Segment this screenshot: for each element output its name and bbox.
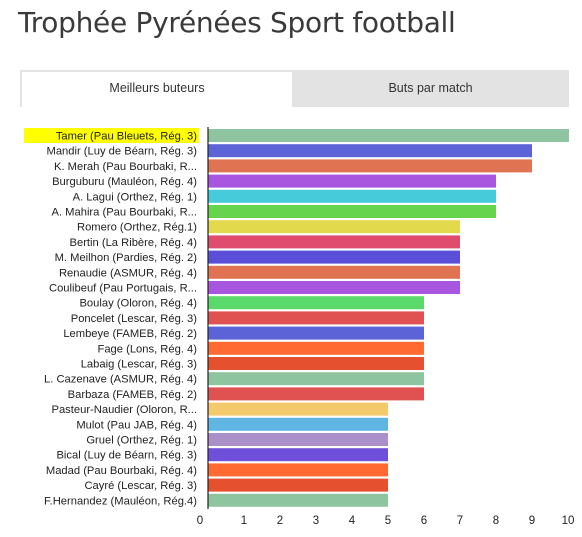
x-tick-label: 5 — [385, 515, 391, 527]
category-label: Mulot (Pau JAB, Rég. 4) — [76, 419, 197, 431]
category-label: Lembeye (FAMEB, Rég. 2) — [63, 328, 197, 340]
page-title: Trophée Pyrénées Sport football — [18, 6, 456, 39]
bar[interactable] — [208, 250, 460, 264]
x-tick-label: 7 — [457, 515, 463, 527]
bar[interactable] — [208, 387, 424, 401]
bar[interactable] — [208, 265, 460, 279]
bar[interactable] — [208, 326, 424, 340]
tab-buts-par-match[interactable]: Buts par match — [388, 81, 473, 95]
bar[interactable] — [208, 402, 388, 416]
category-label: Bical (Luy de Béarn, Rég. 3) — [56, 450, 197, 462]
category-label: A. Lagui (Orthez, Rég. 1) — [73, 191, 198, 203]
bar[interactable] — [208, 174, 496, 188]
bar[interactable] — [208, 433, 388, 446]
bar[interactable] — [208, 478, 388, 492]
bar[interactable] — [208, 296, 424, 310]
category-label: M. Meilhon (Pardies, Rég. 2) — [55, 252, 198, 264]
category-label: L. Cazenave (ASMUR, Rég. 4) — [44, 374, 197, 386]
category-label: Renaudie (ASMUR, Rég. 4) — [59, 267, 197, 279]
bar[interactable] — [208, 144, 532, 158]
category-label: F.Hernandez (Mauléon, Rég.4) — [44, 495, 197, 507]
x-tick-label: 10 — [562, 515, 575, 527]
x-tick-label: 6 — [421, 515, 427, 527]
bar[interactable] — [208, 357, 424, 370]
x-tick-label: 1 — [241, 515, 247, 527]
category-label: Bertin (La Ribère, Rég. 4) — [70, 237, 198, 249]
bar[interactable] — [208, 372, 424, 386]
bar[interactable] — [208, 189, 496, 203]
bar[interactable] — [208, 463, 388, 477]
x-tick-label: 4 — [349, 515, 356, 527]
tab-meilleurs-buteurs[interactable]: Meilleurs buteurs — [22, 72, 292, 107]
category-label: Coulibeuf (Pau Portugais, R... — [49, 283, 197, 295]
bar[interactable] — [208, 159, 532, 173]
category-label: Mandir (Luy de Béarn, Rég. 3) — [47, 146, 198, 158]
category-label: Burguburu (Mauléon, Rég. 4) — [52, 176, 197, 188]
bar[interactable] — [208, 281, 460, 294]
bar[interactable] — [208, 220, 460, 234]
bar[interactable] — [208, 205, 496, 218]
x-tick-label: 9 — [529, 515, 535, 527]
highlight-label-box — [24, 128, 199, 143]
category-label: Poncelet (Lescar, Rég. 3) — [71, 313, 198, 325]
category-label: A. Mahira (Pau Bourbaki, R... — [52, 207, 198, 219]
tab-bar: Meilleurs buteurs Buts par match — [20, 70, 569, 107]
category-label: Gruel (Orthez, Rég. 1) — [86, 435, 197, 447]
bar[interactable] — [208, 311, 424, 325]
bar[interactable] — [208, 448, 388, 462]
category-label: Cayré (Lescar, Rég. 3) — [84, 480, 197, 492]
category-label: Labaig (Lescar, Rég. 3) — [81, 359, 198, 371]
bar[interactable] — [208, 493, 388, 507]
category-label: Romero (Orthez, Rég.1) — [77, 222, 197, 234]
bar[interactable] — [208, 341, 424, 355]
x-tick-label: 0 — [197, 515, 203, 527]
x-tick-label: 8 — [493, 515, 499, 527]
category-label: Tamer (Pau Bleuets, Rég. 3) — [56, 131, 197, 143]
category-label: Barbaza (FAMEB, Rég. 2) — [68, 389, 198, 401]
category-label: Boulay (Oloron, Rég. 4) — [79, 298, 197, 310]
bar[interactable] — [208, 417, 388, 431]
x-tick-label: 2 — [277, 515, 283, 527]
category-label: Madad (Pau Bourbaki, Rég. 4) — [46, 465, 197, 477]
category-label: Fage (Lons, Rég. 4) — [98, 343, 198, 355]
x-tick-label: 3 — [313, 515, 319, 527]
category-label: Pasteur-Naudier (Oloron, R... — [52, 404, 198, 416]
bar[interactable] — [208, 129, 569, 142]
bar[interactable] — [208, 235, 460, 249]
category-label: K. Merah (Pau Bourbaki, R... — [54, 161, 197, 173]
